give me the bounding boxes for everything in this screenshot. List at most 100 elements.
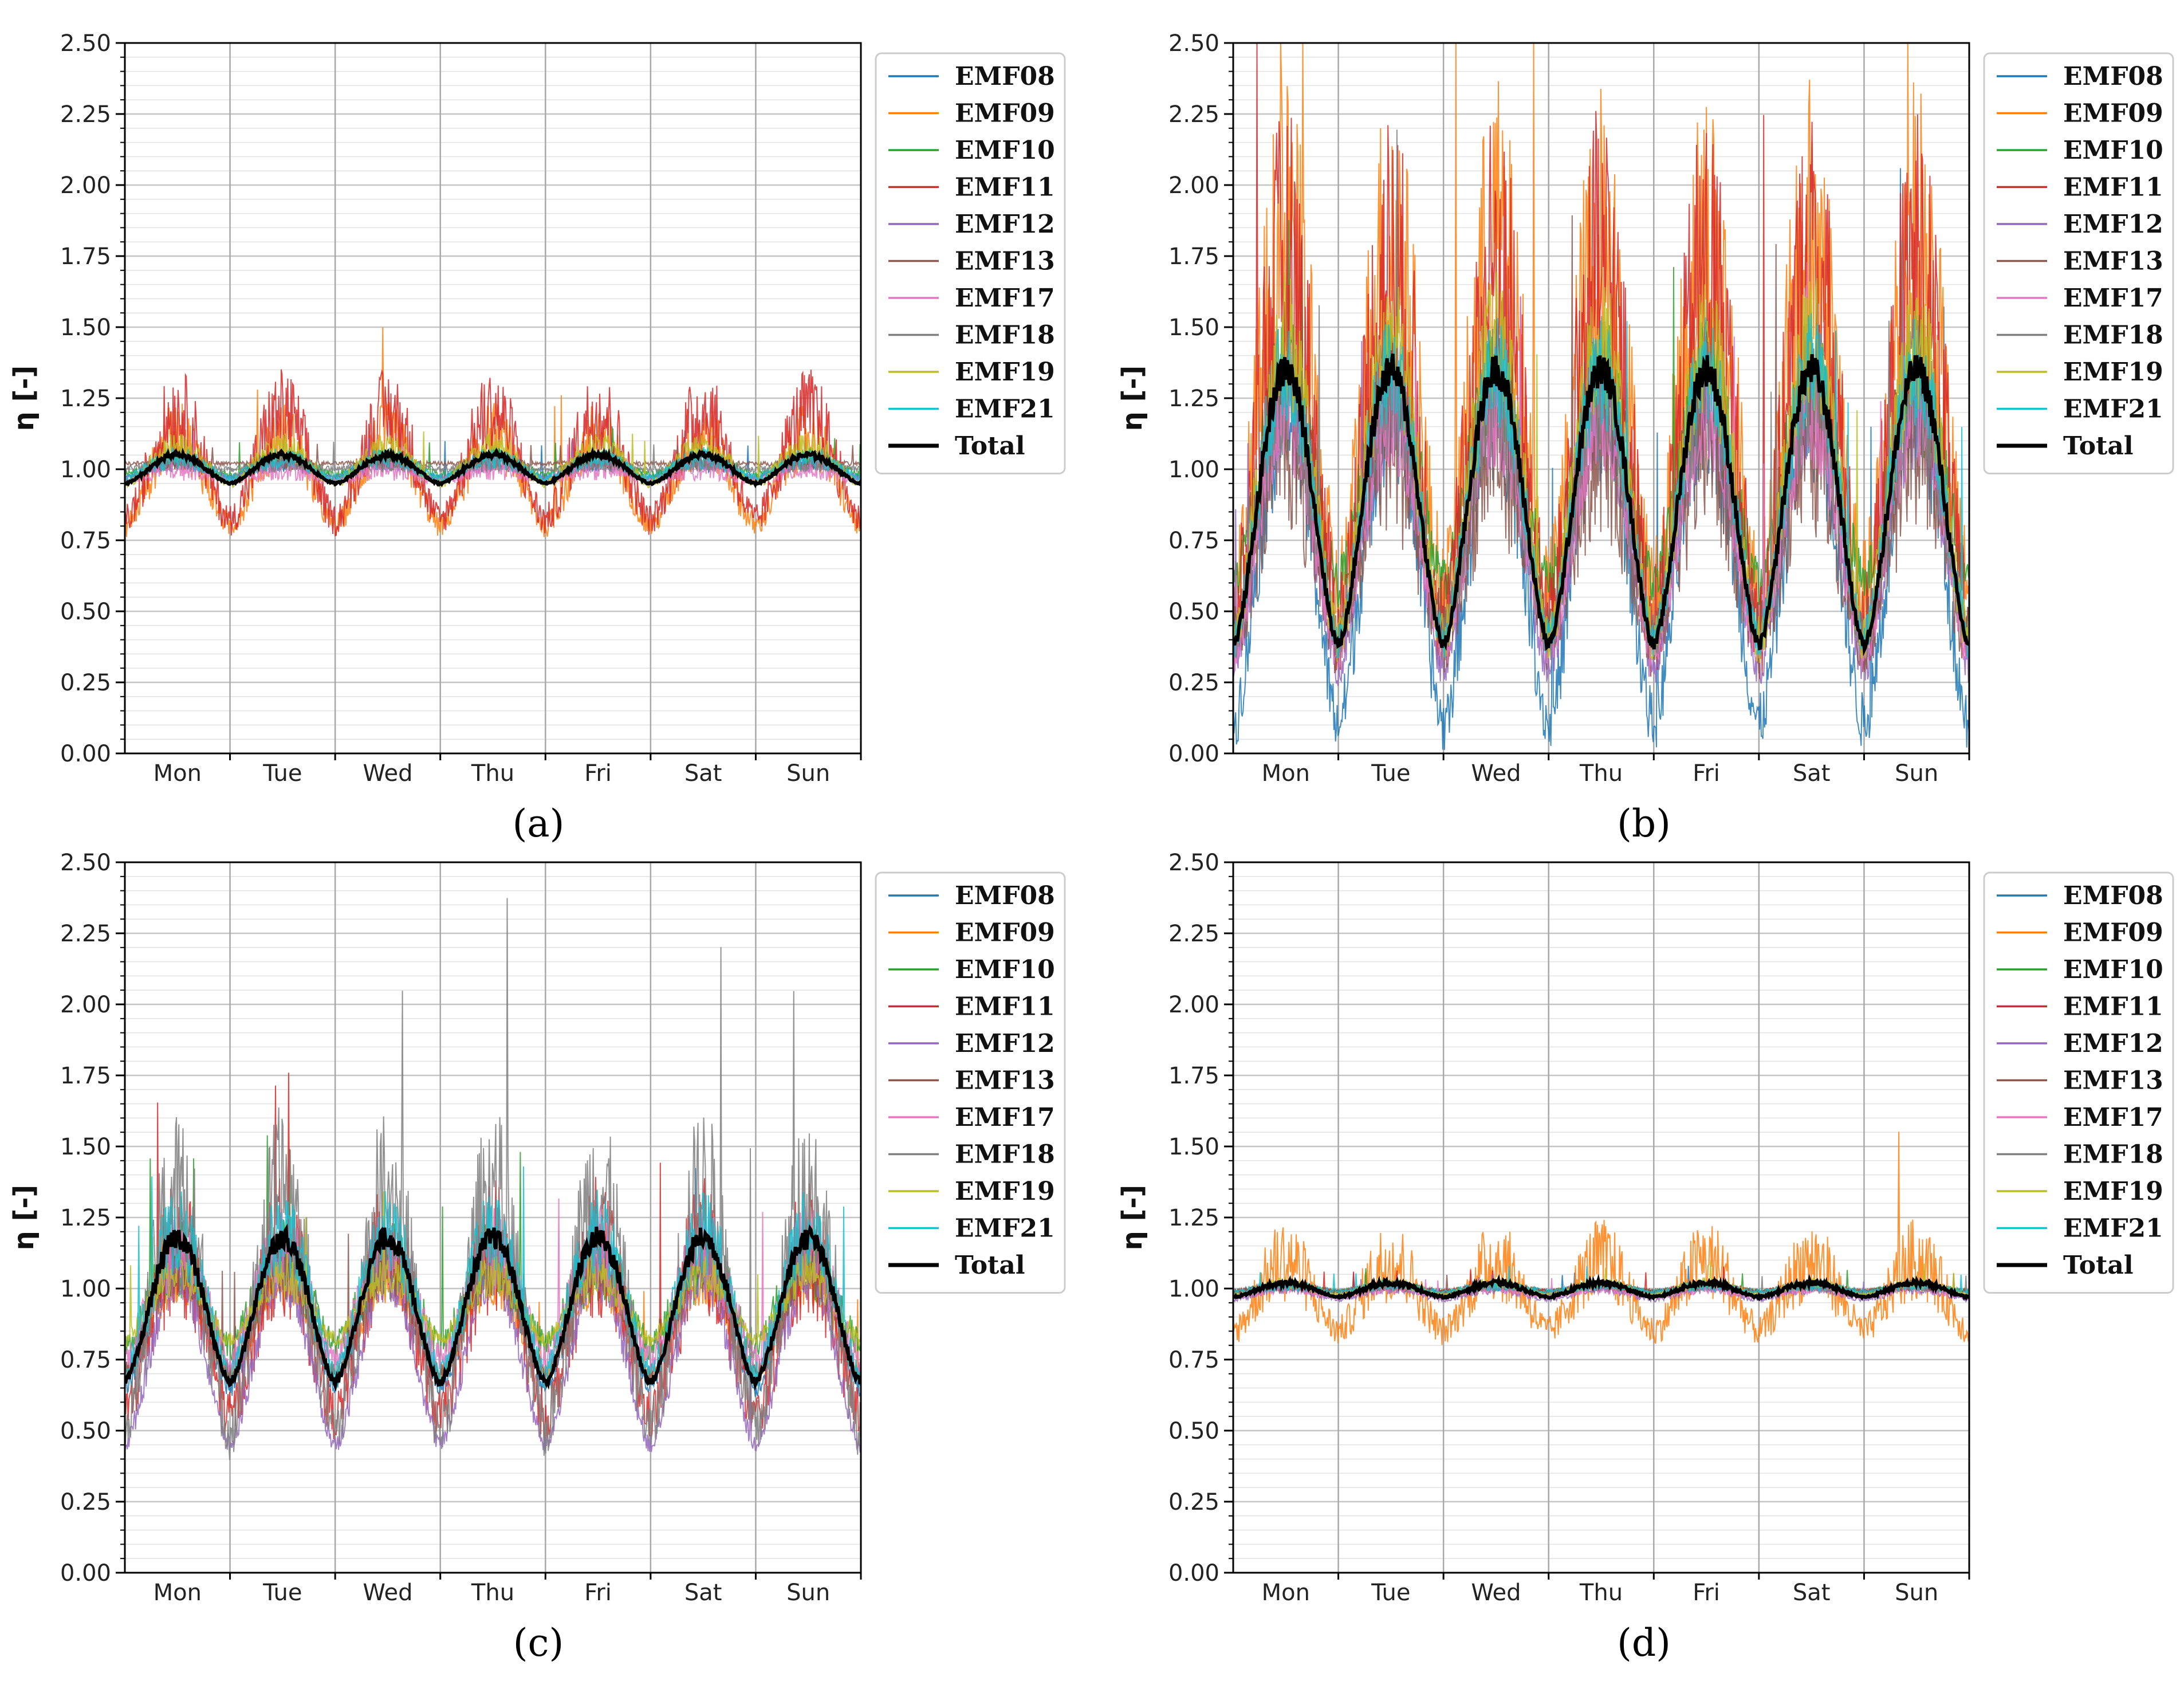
chart-panel-d: 0.00 0.25 0.50 0.75 1.00 1.25 1.50 1.75 2.00 2.25… [1116,850,2174,1665]
legend-box [1983,52,2174,474]
y-tick-label: 2.00 [1168,172,1219,199]
y-axis: 0.00 0.25 0.50 0.75 1.00 1.25 1.50 1.75 2.00 2.25… [60,850,125,1586]
x-tick-label: Sat [1793,760,1831,787]
legend-label: EMF11 [955,992,1055,1022]
legend: EMF08 EMF09 EMF10 EMF11 EMF12 EMF13 EMF17 EMF18… [875,871,1066,1294]
x-tick-label: Fri [1693,760,1720,787]
y-tick-label: 1.00 [60,1276,111,1302]
y-tick-label: 0.50 [60,599,111,625]
legend: EMF08 EMF09 EMF10 EMF11 EMF12 EMF13 EMF17 EMF18… [1983,871,2174,1294]
x-tick-label: Sun [1895,760,1938,787]
legend-label: EMF08 [955,881,1055,910]
legend-label: EMF08 [2063,62,2163,91]
y-tick-label: 2.50 [1168,30,1219,57]
y-tick-label: 0.00 [60,741,111,767]
legend-label: EMF12 [2063,210,2163,239]
x-tick-label: Thu [471,1580,514,1606]
y-tick-label: 0.00 [1168,741,1219,767]
y-tick-label: 1.75 [60,243,111,270]
legend-label: EMF13 [2063,1066,2163,1095]
series-group [125,898,861,1460]
x-tick-label: Tue [1371,760,1410,787]
legend-label: EMF17 [955,1103,1055,1132]
y-tick-label: 0.25 [1168,670,1219,696]
legend-box [875,52,1066,474]
x-tick-label: Tue [1371,1580,1410,1606]
y-tick-label: 1.00 [60,457,111,483]
y-tick-label: 2.00 [60,172,111,199]
legend-label: EMF13 [955,247,1055,276]
y-tick-label: 0.00 [60,1560,111,1586]
legend-label: Total [2063,1251,2134,1280]
series-line-total [1233,1274,1969,1302]
x-axis: Mon Tue Wed Thu Fri Sat Sun [154,1573,862,1606]
y-axis: 0.00 0.25 0.50 0.75 1.00 1.25 1.50 1.75 2.00 2.25… [1168,850,1233,1586]
series-line-emf11 [1233,43,1969,680]
y-tick-label: 0.75 [1168,528,1219,554]
y-tick-label: 2.50 [60,850,111,876]
y-tick-label: 2.00 [1168,992,1219,1018]
x-tick-label: Fri [1693,1580,1720,1606]
x-tick-label: Fri [584,760,612,787]
y-tick-label: 1.00 [1168,457,1219,483]
grid [1233,861,1969,1574]
y-tick-label: 1.25 [1168,386,1219,412]
y-tick-label: 2.25 [1168,921,1219,947]
y-tick-label: 0.25 [60,670,111,696]
legend-label: EMF13 [955,1066,1055,1095]
x-axis: Mon Tue Wed Thu Fri Sat Sun [1262,1573,1970,1606]
legend-label: EMF21 [2063,1214,2163,1243]
legend-label: EMF08 [955,62,1055,91]
series-group [1233,1132,1969,1345]
series-line-emf09 [1233,43,1969,655]
x-tick-label: Mon [154,1580,202,1606]
y-tick-label: 0.50 [1168,1418,1219,1444]
y-tick-label: 2.00 [60,992,111,1018]
legend-label: EMF10 [955,955,1055,984]
y-axis-label: η [-] [8,366,40,431]
series-group [125,327,861,537]
y-tick-label: 0.50 [60,1418,111,1444]
legend-label: EMF11 [955,173,1055,202]
legend-box [1983,871,2174,1294]
y-axis: 0.00 0.25 0.50 0.75 1.00 1.25 1.50 1.75 2.00 2.25… [60,30,125,767]
legend-label: EMF13 [2063,247,2163,276]
legend-label: EMF09 [2063,918,2163,948]
series-line-total [125,1223,861,1392]
legend-label: EMF19 [2063,358,2163,387]
legend-label: EMF19 [955,358,1055,387]
series-group [1233,43,1969,750]
panel-caption: (d) [1617,1621,1671,1665]
y-tick-label: 0.25 [1168,1489,1219,1515]
y-tick-label: 0.00 [1168,1560,1219,1586]
legend-label: EMF18 [2063,1140,2163,1169]
x-tick-label: Wed [1471,1580,1521,1606]
x-tick-label: Mon [1262,1580,1310,1606]
x-tick-label: Sat [684,1580,722,1606]
legend-label: EMF09 [2063,99,2163,128]
legend-label: EMF12 [955,1029,1055,1058]
x-tick-label: Wed [1471,760,1521,787]
y-axis-label: η [-] [8,1185,40,1251]
series-line-emf09 [1233,1132,1969,1345]
y-axis-label: η [-] [1116,1185,1148,1251]
legend: EMF08 EMF09 EMF10 EMF11 EMF12 EMF13 EMF17 EMF18… [1983,52,2174,474]
y-tick-label: 2.25 [60,101,111,128]
series-line-emf19 [125,1191,861,1348]
panel-caption: (b) [1617,802,1671,846]
y-tick-label: 0.75 [60,528,111,554]
y-tick-label: 1.75 [1168,1063,1219,1089]
legend-label: EMF21 [2063,395,2163,424]
y-tick-label: 0.75 [1168,1347,1219,1373]
series-line-total [1233,353,1969,657]
panel-caption: (a) [513,802,565,846]
legend-label: Total [2063,431,2134,461]
x-tick-label: Sun [786,1580,830,1606]
y-tick-label: 2.50 [1168,850,1219,876]
y-axis: 0.00 0.25 0.50 0.75 1.00 1.25 1.50 1.75 2.00 2.25… [1168,30,1233,767]
grid [125,861,861,1574]
legend-label: EMF17 [2063,284,2163,313]
legend-label: EMF10 [2063,955,2163,984]
